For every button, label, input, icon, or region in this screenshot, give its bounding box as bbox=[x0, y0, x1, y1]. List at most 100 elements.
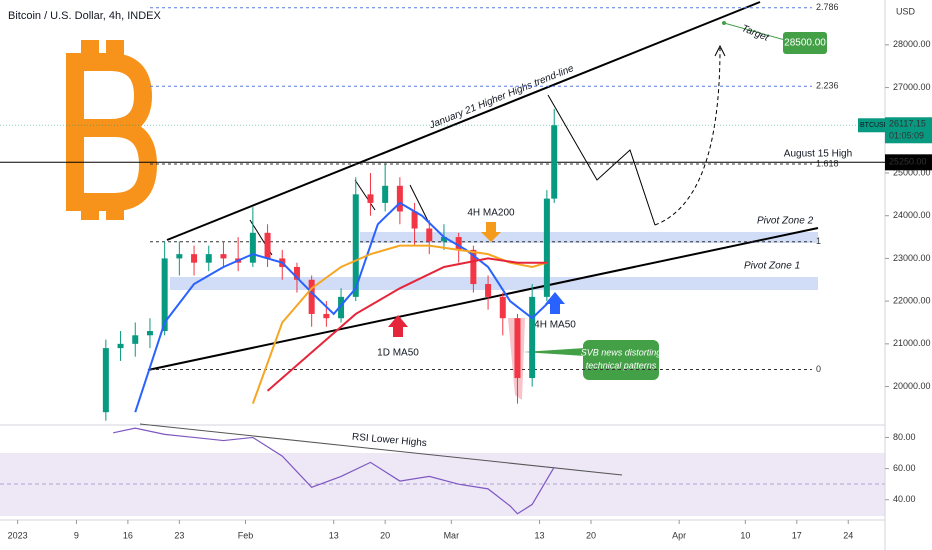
currency: USD bbox=[896, 6, 916, 16]
symbol-box bbox=[858, 118, 885, 133]
ma50-label: 4H MA50 bbox=[534, 320, 576, 331]
ma-line bbox=[251, 244, 548, 404]
y-tick-label: 20000.00 bbox=[893, 381, 931, 391]
x-tick-label: 13 bbox=[329, 530, 339, 540]
pivot1-label: Pivot Zone 1 bbox=[744, 261, 800, 272]
candle-body bbox=[551, 125, 558, 199]
ma-line bbox=[266, 257, 547, 392]
pivot-zone-2 bbox=[360, 232, 818, 243]
x-tick-label: 20 bbox=[586, 530, 596, 540]
svb-box bbox=[583, 340, 659, 380]
y-tick-label: 24000.00 bbox=[893, 210, 931, 220]
candle-body bbox=[543, 198, 550, 297]
target-point bbox=[722, 21, 726, 25]
candle-body bbox=[161, 258, 168, 332]
ma1d-label: 1D MA50 bbox=[377, 348, 419, 359]
upper-trendline bbox=[166, 1, 761, 241]
chart-title: Bitcoin / U.S. Dollar, 4h, INDEX bbox=[8, 10, 161, 22]
x-tick-label: 24 bbox=[843, 530, 853, 540]
y-tick-label: 22000.00 bbox=[893, 296, 931, 306]
price-box bbox=[885, 154, 932, 171]
ma1d-arrow bbox=[388, 315, 408, 337]
x-tick-label: Feb bbox=[238, 530, 254, 540]
candle-body bbox=[102, 348, 109, 413]
target-label: Target bbox=[740, 23, 771, 44]
pattern-lines bbox=[249, 179, 431, 256]
candle-body bbox=[132, 335, 139, 344]
ma50-arrow bbox=[545, 292, 565, 314]
x-tick-label: 2023 bbox=[8, 530, 28, 540]
candle-body bbox=[470, 249, 477, 285]
price-box bbox=[885, 117, 932, 144]
fib-label: 1 bbox=[816, 236, 821, 246]
candle-body bbox=[485, 284, 492, 297]
candle-body bbox=[440, 237, 447, 242]
candle-body bbox=[455, 237, 462, 250]
y-tick-label: 25000.00 bbox=[893, 167, 931, 177]
y-tick-label: 27000.00 bbox=[893, 82, 931, 92]
trend-label: January 21 Higher Highs trend-line bbox=[427, 63, 576, 132]
target-box bbox=[783, 32, 827, 54]
ma200-arrow bbox=[481, 222, 501, 242]
current-price: 26117.15 bbox=[889, 119, 926, 129]
arrow-head bbox=[714, 44, 726, 57]
candle-body bbox=[382, 185, 389, 203]
symbol: BTCUSD bbox=[860, 122, 889, 129]
candle-body bbox=[264, 232, 271, 259]
y-tick-label: 28000.00 bbox=[893, 39, 931, 49]
x-tick-label: Apr bbox=[672, 530, 686, 540]
candle-body bbox=[146, 331, 153, 336]
svb-label: technical patterns bbox=[586, 360, 657, 370]
x-tick-label: 17 bbox=[792, 530, 802, 540]
x-tick-label: 10 bbox=[740, 530, 750, 540]
countdown: 01:05:09 bbox=[889, 131, 924, 141]
candle-body bbox=[176, 254, 183, 259]
candle-body bbox=[308, 279, 315, 314]
fib-label: 2.786 bbox=[816, 2, 839, 12]
candle-body bbox=[205, 254, 212, 263]
svb-label: SVB news distorting bbox=[581, 347, 662, 357]
x-tick-label: 20 bbox=[380, 530, 390, 540]
x-tick-label: 16 bbox=[123, 530, 133, 540]
august-label: August 15 High bbox=[784, 149, 852, 160]
rsi-line bbox=[113, 427, 555, 515]
rsi-trendline bbox=[139, 423, 623, 476]
fib-label: 1.618 bbox=[816, 158, 839, 168]
candle-body bbox=[396, 185, 403, 212]
svb-pointer bbox=[523, 344, 585, 356]
candle-body bbox=[352, 194, 359, 297]
fib-label: 2.236 bbox=[816, 81, 839, 91]
rsi-tick-label: 40.00 bbox=[893, 494, 916, 504]
rsi-tick-label: 80.00 bbox=[893, 432, 916, 442]
candle-body bbox=[117, 343, 124, 349]
x-tick-label: Mar bbox=[444, 530, 460, 540]
fib-label: 0 bbox=[816, 364, 821, 374]
candle-body bbox=[293, 266, 300, 280]
rsi-tick-label: 60.00 bbox=[893, 463, 916, 473]
candle-body bbox=[411, 211, 418, 229]
target-line bbox=[723, 22, 786, 41]
x-tick-label: 13 bbox=[535, 530, 545, 540]
pivot2-label: Pivot Zone 2 bbox=[757, 216, 814, 227]
candle-body bbox=[367, 194, 374, 203]
x-tick-label: 23 bbox=[174, 530, 184, 540]
rsi-label: RSI Lower Highs bbox=[352, 432, 428, 449]
ma200-label: 4H MA200 bbox=[467, 208, 515, 219]
candle-body bbox=[529, 296, 536, 379]
candle-body bbox=[499, 296, 506, 319]
y-tick-label: 23000.00 bbox=[893, 253, 931, 263]
candle-body bbox=[191, 254, 198, 263]
candle-body bbox=[220, 254, 227, 259]
lower-trendline bbox=[147, 227, 819, 371]
projection-path bbox=[547, 94, 656, 226]
candle-body bbox=[426, 228, 433, 242]
august-high-value: 25250.00 bbox=[889, 157, 927, 167]
candle-body bbox=[338, 296, 345, 319]
candle-body bbox=[514, 318, 521, 379]
y-tick-label: 21000.00 bbox=[893, 338, 931, 348]
candle-body bbox=[323, 313, 330, 319]
projection-curve bbox=[654, 47, 721, 226]
x-tick-label: 9 bbox=[74, 530, 79, 540]
target-value: 28500.00 bbox=[784, 38, 826, 49]
